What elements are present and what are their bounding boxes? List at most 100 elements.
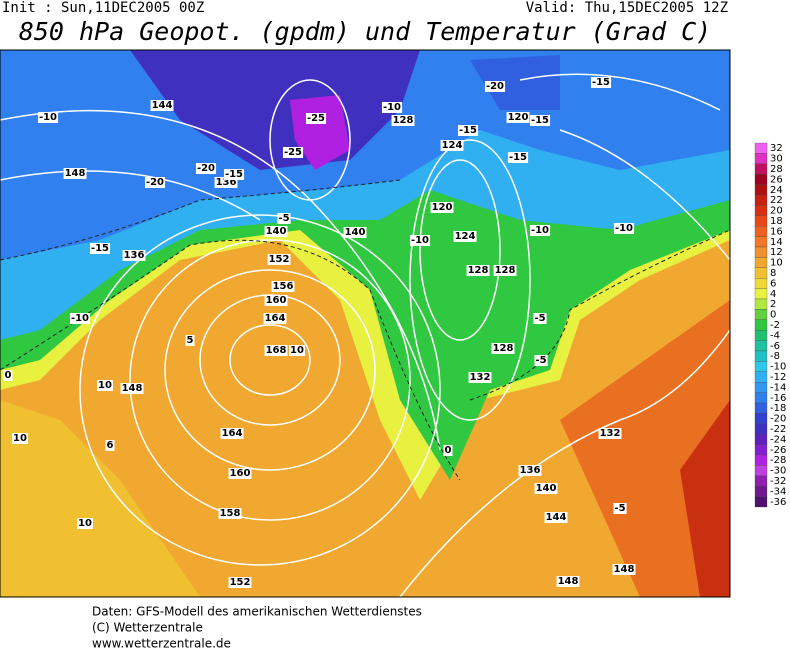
colorbar-swatch: [754, 350, 768, 362]
field-zone: [680, 400, 730, 597]
colorbar-label: 32: [770, 143, 783, 154]
label-box: [122, 250, 146, 261]
label-box: [343, 227, 367, 238]
label-box: [195, 163, 217, 174]
colorbar-swatch: [754, 153, 768, 164]
colorbar-label: -8: [770, 351, 780, 362]
colorbar-swatch: [754, 454, 768, 466]
contour-label: 136: [520, 465, 541, 476]
label-box: [264, 226, 288, 237]
contour-label: 144: [152, 100, 173, 111]
colorbar: 32302826242220181614121086420-2-4-6-8-10…: [754, 142, 786, 508]
label-box: [529, 225, 551, 236]
label-box: [491, 343, 515, 354]
colorbar-swatch: [754, 174, 768, 185]
contour-label: 148: [65, 168, 86, 179]
label-box: [466, 265, 490, 276]
label-box: [590, 77, 612, 88]
label-box: [144, 177, 166, 188]
contour-label: -20: [486, 81, 504, 92]
contour-label: 136: [124, 250, 145, 261]
contour-label: 128: [393, 115, 414, 126]
colorbar-swatch: [754, 226, 768, 237]
contour-label: -20: [197, 163, 215, 174]
label-box: [534, 483, 558, 494]
contour-label: 140: [266, 226, 287, 237]
contour-label: -5: [535, 355, 546, 366]
init-time: Init : Sun,11DEC2005 00Z: [2, 0, 204, 16]
colorbar-swatch: [754, 444, 768, 456]
contour-label: 164: [222, 428, 243, 439]
contour-label: 148: [558, 576, 579, 587]
colorbar-swatch: [754, 288, 768, 300]
label-box: [518, 465, 542, 476]
colorbar-label: -36: [770, 497, 786, 508]
colorbar-swatch: [754, 267, 768, 279]
contour-label: -10: [39, 112, 57, 123]
contour-label: 120: [432, 202, 453, 213]
label-box: [544, 512, 568, 523]
colorbar-label: -30: [770, 466, 786, 477]
contour-label: 140: [536, 483, 557, 494]
colorbar-swatch: [754, 184, 768, 196]
contour-label: -25: [284, 147, 302, 158]
colorbar-swatch: [754, 330, 768, 341]
label-box: [507, 152, 529, 163]
colorbar-label: -12: [770, 372, 786, 383]
label-box: [263, 313, 287, 324]
contour-label: -15: [91, 243, 109, 254]
footer-source: Daten: GFS-Modell des amerikanischen Wet…: [92, 605, 422, 619]
colorbar-label: -10: [770, 362, 786, 373]
valid-time: Valid: Thu,15DEC2005 12Z: [526, 0, 728, 16]
label-box: [468, 372, 492, 383]
contour-label: -10: [531, 225, 549, 236]
contour-label: 124: [455, 231, 476, 242]
colorbar-label: 0: [770, 310, 776, 321]
colorbar-label: 22: [770, 195, 783, 206]
contour-label: 148: [614, 564, 635, 575]
label-box: [484, 81, 506, 92]
colorbar-swatch: [754, 309, 768, 320]
label-box: [264, 345, 288, 356]
contour-label: 10: [98, 380, 112, 391]
colorbar-label: 12: [770, 247, 783, 258]
label-box: [277, 213, 291, 224]
label-box: [493, 265, 517, 276]
contour-label: -10: [411, 235, 429, 246]
colorbar-swatch: [754, 205, 768, 216]
contour-label: 144: [546, 512, 567, 523]
label-box: [613, 223, 635, 234]
label-box: [267, 254, 291, 265]
label-box: [598, 428, 622, 439]
colorbar-label: 20: [770, 206, 783, 217]
colorbar-label: 28: [770, 164, 783, 175]
colorbar-label: -32: [770, 476, 786, 487]
colorbar-label: 18: [770, 216, 783, 227]
label-box: [381, 102, 403, 113]
contour-label: 168: [266, 345, 287, 356]
contour-label: 5: [187, 335, 194, 346]
colorbar-label: 2: [770, 299, 776, 310]
label-box: [97, 380, 113, 391]
label-box: [457, 125, 479, 136]
contour-label: -15: [531, 115, 549, 126]
colorbar-swatch: [754, 475, 768, 487]
colorbar-label: -20: [770, 414, 786, 425]
colorbar-swatch: [754, 278, 768, 289]
label-box: [12, 433, 28, 444]
contour-label: 164: [265, 313, 286, 324]
label-box: [185, 335, 195, 346]
colorbar-label: -18: [770, 403, 786, 414]
colorbar-label: 26: [770, 174, 783, 185]
colorbar-label: 4: [770, 289, 776, 300]
contour-label: 148: [122, 383, 143, 394]
contour-labels: 136 144 148 136 140 148 152 156 160 164 168 164 160 1…: [3, 77, 636, 588]
contour-label: -15: [225, 169, 243, 180]
colorbar-swatch: [754, 486, 768, 497]
contour-label: 132: [600, 428, 621, 439]
label-box: [89, 243, 111, 254]
contour-label: -10: [383, 102, 401, 113]
colorbar-swatch: [754, 142, 768, 154]
contour-label: 158: [220, 508, 241, 519]
